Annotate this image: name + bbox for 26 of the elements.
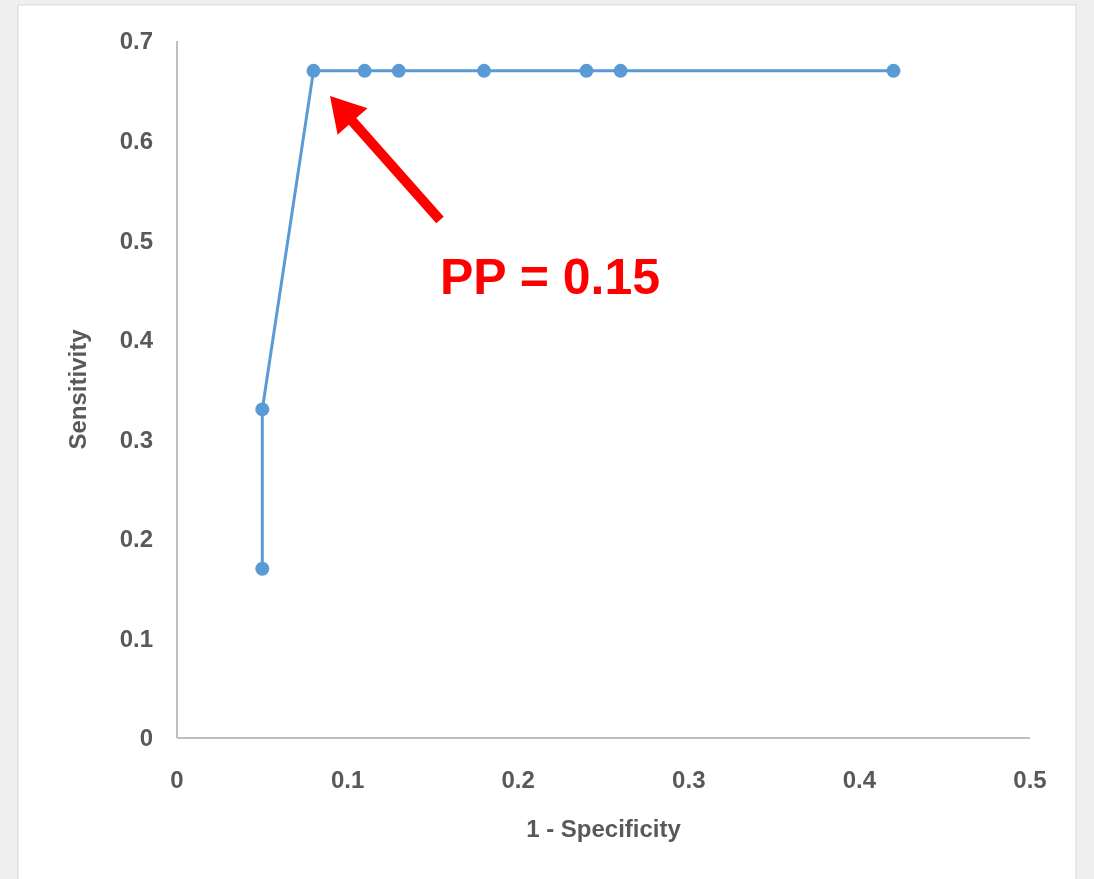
x-tick-label: 0.5 [1013,766,1047,793]
x-tick-label: 0.4 [842,766,877,793]
y-tick-label: 0.6 [119,126,153,154]
y-tick-label: 0.7 [119,27,153,55]
point [613,63,628,78]
x-axis-title: 1 - Specificity [526,815,682,842]
y-tick-label: 0.4 [119,326,154,354]
x-tick-label: 0.3 [672,766,706,793]
point [255,561,270,576]
y-tick-label: 0.3 [119,425,153,453]
point [579,63,594,78]
point [306,63,321,78]
y-tick-label: 0.5 [119,226,153,254]
point [886,63,901,78]
x-tick-label: 0.1 [330,766,365,793]
point [255,402,270,417]
point [391,63,406,78]
point [477,63,492,78]
y-tick-label: 0.2 [119,525,153,553]
y-tick-label: 0.1 [119,624,153,652]
point [357,63,372,78]
x-tick-label: 0.2 [501,766,535,793]
annotation: PP = 0.15 [440,249,661,305]
y-axis-title: Sensitivity [64,328,91,450]
x-tick-label: 0 [170,766,184,793]
y-tick-label: 0 [139,724,153,752]
